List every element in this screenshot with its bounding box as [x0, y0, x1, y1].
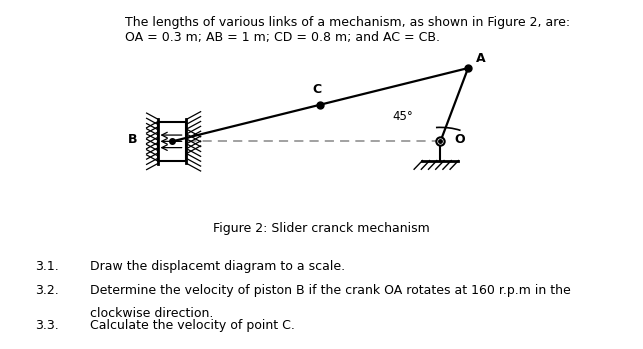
Text: 3.3.: 3.3.: [35, 319, 59, 332]
Text: 3.1.: 3.1.: [35, 260, 59, 273]
Text: clockwise direction.: clockwise direction.: [90, 307, 213, 320]
Text: O: O: [455, 133, 466, 146]
Text: OA = 0.3 m; AB = 1 m; CD = 0.8 m; and AC = CB.: OA = 0.3 m; AB = 1 m; CD = 0.8 m; and AC…: [125, 31, 440, 44]
Text: 3.2.: 3.2.: [35, 284, 59, 297]
Text: The lengths of various links of a mechanism, as shown in Figure 2, are:: The lengths of various links of a mechan…: [125, 16, 570, 29]
Text: 45°: 45°: [392, 110, 413, 123]
Text: B: B: [127, 133, 137, 146]
Bar: [158, 122, 186, 161]
Text: Determine the velocity of piston B if the crank OA rotates at 160 r.p.m in the: Determine the velocity of piston B if th…: [90, 284, 571, 297]
Text: C: C: [312, 83, 322, 96]
Text: Figure 2: Slider cranck mechanism: Figure 2: Slider cranck mechanism: [213, 222, 430, 235]
Text: Draw the displacemt diagram to a scale.: Draw the displacemt diagram to a scale.: [90, 260, 345, 273]
Text: Calculate the velocity of point C.: Calculate the velocity of point C.: [90, 319, 295, 332]
Text: A: A: [476, 52, 485, 65]
